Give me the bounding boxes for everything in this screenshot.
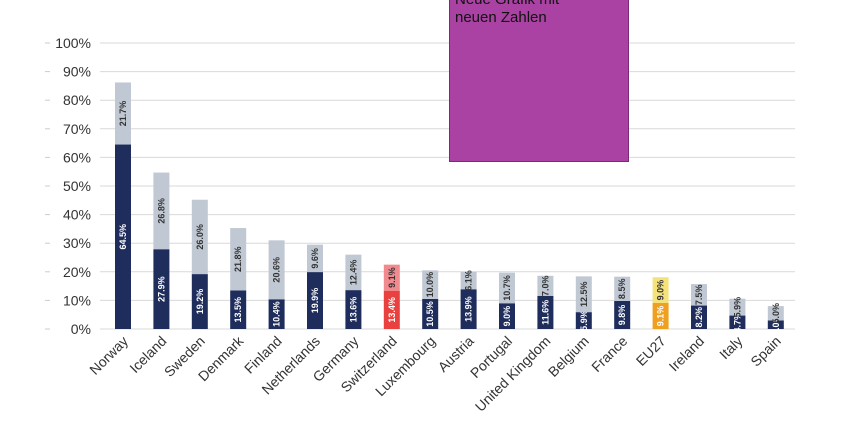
bar-segment — [460, 271, 477, 290]
bar-segment — [345, 290, 362, 329]
value-label: 5.9% — [579, 310, 589, 331]
x-tick-label: Ireland — [666, 333, 708, 375]
value-label: 7.0% — [540, 276, 550, 297]
value-label: 21.7% — [118, 101, 128, 127]
value-label: 10.5% — [425, 301, 435, 327]
value-label: 4.7% — [732, 312, 742, 333]
bar-segment — [767, 320, 784, 329]
value-label: 12.4% — [348, 260, 358, 286]
y-tick-label: 40% — [63, 207, 91, 223]
bar-segment — [345, 254, 362, 291]
bar-segment — [115, 144, 131, 329]
bar-segment — [307, 244, 323, 273]
bar-segment — [191, 274, 208, 329]
value-label: 10.7% — [502, 275, 512, 301]
bar-segment — [652, 277, 669, 303]
value-label: 5.9% — [732, 297, 742, 318]
bar-segment — [230, 228, 247, 291]
bar-segment — [307, 272, 323, 329]
value-label: 5.0% — [771, 303, 781, 324]
bar-segment — [153, 172, 170, 250]
annotation-box: Neue Grafik mit neuen Zahlen — [449, 0, 629, 162]
bar-segment — [652, 302, 669, 329]
value-label: 11.6% — [540, 300, 550, 325]
bar-segment — [460, 289, 477, 329]
value-label: 26.0% — [195, 224, 205, 250]
x-tick-label: France — [588, 333, 630, 375]
bar-segment — [383, 290, 400, 329]
bar-segment — [767, 306, 784, 321]
value-label: 8.5% — [617, 279, 627, 300]
value-label: 10.4% — [272, 301, 282, 327]
y-tick-label: 0% — [71, 321, 91, 337]
x-tick-label: Norway — [86, 333, 131, 378]
value-label: 13.9% — [464, 296, 474, 322]
bar-segment — [383, 264, 400, 291]
value-label: 27.9% — [156, 276, 166, 302]
value-label: 20.6% — [272, 257, 282, 283]
value-label: 21.8% — [233, 246, 243, 272]
bar-segment — [537, 295, 554, 329]
bar-segment — [575, 312, 592, 329]
bar-segment — [115, 82, 131, 145]
value-label: 26.8% — [156, 198, 166, 224]
value-label: 9.1% — [656, 306, 666, 327]
value-label: 19.9% — [310, 288, 320, 314]
x-tick-label: EU27 — [633, 333, 669, 369]
value-label: 9.1% — [387, 267, 397, 288]
value-label: 8.2% — [694, 307, 704, 328]
bar-segment — [575, 276, 592, 313]
value-label: 6.1% — [464, 270, 474, 291]
bar-segment — [230, 290, 247, 329]
value-label: 9.0% — [656, 280, 666, 301]
y-tick-label: 20% — [63, 264, 91, 280]
bar-segment — [422, 270, 439, 299]
y-tick-label: 50% — [63, 178, 91, 194]
bar-segment — [537, 275, 554, 296]
value-label: 7.5% — [694, 285, 704, 306]
bar-segment — [422, 298, 439, 329]
value-label: 9.0% — [502, 306, 512, 327]
value-label: 12.5% — [579, 281, 589, 307]
value-label: 3.0% — [771, 314, 781, 335]
x-tick-label: Italy — [716, 333, 745, 362]
bar-segment — [499, 303, 515, 329]
y-tick-label: 100% — [55, 35, 91, 51]
bar-segment — [614, 276, 631, 301]
value-label: 19.2% — [195, 289, 205, 315]
value-label: 10.0% — [425, 272, 435, 298]
bar-segment — [191, 199, 208, 275]
value-label: 13.4% — [387, 297, 397, 323]
value-label: 13.6% — [348, 297, 358, 323]
bar-segment — [499, 272, 515, 304]
value-label: 9.8% — [617, 305, 627, 326]
bar-segment — [729, 298, 746, 316]
y-tick-label: 30% — [63, 235, 91, 251]
bar-segment — [268, 240, 285, 300]
y-tick-label: 70% — [63, 121, 91, 137]
y-tick-label: 80% — [63, 92, 91, 108]
value-label: 13.5% — [233, 297, 243, 323]
y-tick-label: 60% — [63, 149, 91, 165]
y-tick-label: 10% — [63, 292, 91, 308]
y-tick-label: 90% — [63, 64, 91, 80]
x-tick-label: Spain — [747, 333, 784, 370]
bar-segment — [153, 249, 170, 329]
bar-segment — [691, 284, 707, 306]
value-label: 9.6% — [310, 248, 320, 269]
bar-segment — [691, 305, 707, 329]
bar-segment — [268, 299, 285, 329]
value-label: 64.5% — [118, 224, 128, 250]
bar-segment — [729, 315, 746, 329]
bar-segment — [614, 300, 631, 329]
x-tick-label: Belgium — [545, 333, 592, 380]
